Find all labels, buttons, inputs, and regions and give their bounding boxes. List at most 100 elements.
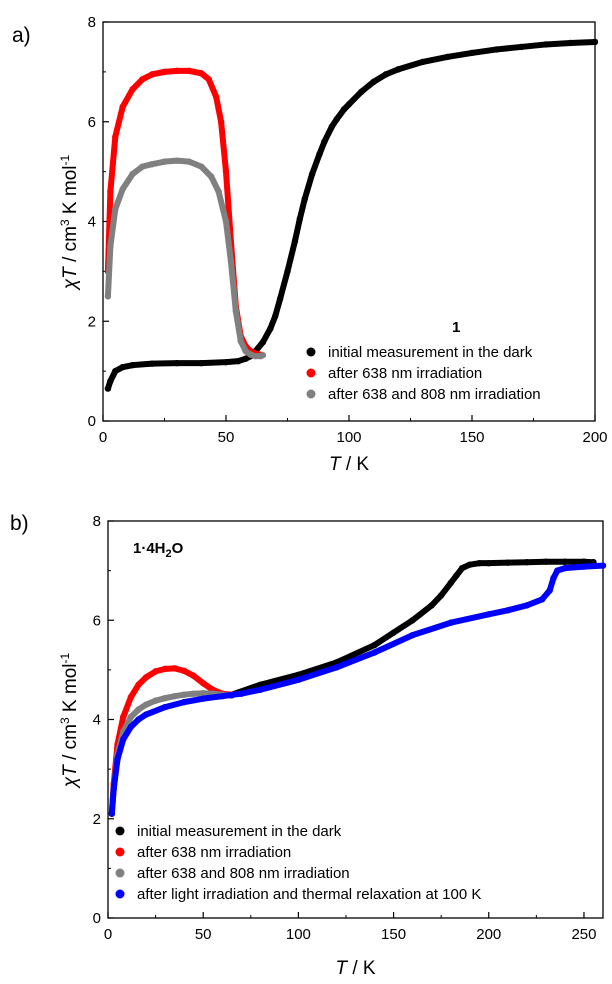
data-point — [247, 351, 254, 358]
data-point — [127, 723, 135, 731]
data-point — [119, 363, 126, 371]
series-2 — [108, 665, 235, 817]
data-point — [370, 78, 377, 86]
y-tick-label: 2 — [88, 313, 96, 330]
data-point — [135, 681, 142, 688]
x-tick-label: 250 — [571, 926, 596, 943]
data-point — [219, 692, 226, 700]
data-point — [161, 68, 168, 76]
data-point — [382, 71, 390, 78]
data-point — [542, 558, 550, 565]
data-point — [561, 564, 569, 572]
y-tick-label: 8 — [88, 14, 96, 31]
data-point — [453, 572, 460, 579]
legend-marker — [306, 347, 316, 357]
data-point — [149, 71, 156, 78]
series-line — [108, 562, 606, 817]
x-tick-label: 50 — [218, 429, 235, 446]
data-point — [173, 157, 180, 164]
y-axis-label: χT / cm3 K mol-1 — [58, 154, 81, 291]
data-point — [180, 691, 188, 698]
data-point — [458, 564, 466, 572]
data-point — [444, 53, 451, 61]
data-point — [142, 674, 150, 681]
data-point — [112, 205, 119, 213]
legend-entry: after 638 and 808 nm irradiation — [137, 865, 350, 882]
data-point — [104, 293, 112, 300]
x-axis-label: T / K — [335, 958, 375, 979]
data-point — [152, 668, 159, 675]
data-point — [107, 243, 114, 250]
data-point — [419, 58, 426, 66]
data-point — [468, 49, 476, 57]
y-tick-label: 4 — [88, 214, 96, 231]
data-point — [161, 158, 168, 165]
data-point — [232, 308, 240, 315]
data-point — [107, 377, 114, 385]
data-point — [504, 607, 512, 614]
data-point — [321, 138, 328, 145]
chart-panel-b: 0 50 100 150 200 250 0 2 4 6 8 b) T / K χT / cm3 K mo… — [10, 512, 607, 979]
data-point — [127, 693, 135, 701]
data-point — [561, 558, 569, 565]
data-point — [333, 116, 340, 123]
series-line — [104, 157, 266, 360]
x-tick-label: 50 — [195, 926, 212, 943]
data-point — [538, 596, 546, 603]
data-point — [142, 711, 150, 718]
data-point — [291, 238, 299, 245]
data-point — [119, 103, 126, 110]
data-point — [340, 106, 348, 113]
data-point — [284, 268, 291, 275]
data-point — [523, 558, 531, 566]
data-point — [550, 574, 557, 582]
data-point — [104, 385, 112, 392]
data-point — [238, 690, 245, 697]
series-4 — [108, 562, 607, 817]
data-point — [198, 70, 205, 77]
data-point — [301, 195, 308, 203]
series-line — [104, 38, 598, 392]
series-line — [108, 690, 235, 817]
data-point — [333, 664, 340, 671]
chart-panel-a: 0 50 100 150 200 0 2 4 6 8 a) T / K χT / cm3 K mol-1… — [12, 14, 608, 475]
data-point — [171, 692, 178, 700]
data-point — [199, 695, 207, 702]
data-point — [546, 587, 553, 594]
series-1 — [228, 558, 597, 698]
data-point — [542, 41, 549, 48]
legend-entry: initial measurement in the dark — [137, 823, 342, 840]
data-point — [259, 351, 267, 359]
data-point — [267, 325, 274, 332]
data-point — [129, 86, 136, 93]
legend-entry: initial measurement in the dark — [328, 344, 533, 361]
legend-marker — [115, 889, 125, 899]
data-point — [208, 173, 215, 180]
data-point — [237, 338, 244, 345]
data-point — [149, 360, 156, 367]
y-tick-label: 4 — [93, 712, 101, 729]
data-point — [390, 629, 397, 636]
data-point — [242, 355, 249, 362]
series-2 — [104, 67, 264, 358]
data-point — [120, 736, 127, 743]
data-point — [580, 558, 588, 565]
data-point — [139, 76, 146, 83]
data-point — [185, 67, 193, 75]
data-point — [252, 352, 259, 360]
data-point — [173, 359, 180, 367]
y-tick-label: 2 — [93, 811, 101, 828]
data-point — [190, 672, 197, 680]
y-tick-label: 6 — [93, 612, 101, 629]
legend-entry: after 638 nm irradiation — [328, 365, 482, 382]
data-point — [476, 559, 483, 567]
data-point — [485, 611, 492, 618]
data-point — [554, 567, 561, 574]
x-tick-label: 100 — [286, 926, 311, 943]
data-point — [371, 649, 378, 656]
data-point — [518, 43, 525, 51]
data-point — [199, 680, 207, 687]
data-point — [119, 185, 126, 193]
data-point — [161, 703, 169, 711]
